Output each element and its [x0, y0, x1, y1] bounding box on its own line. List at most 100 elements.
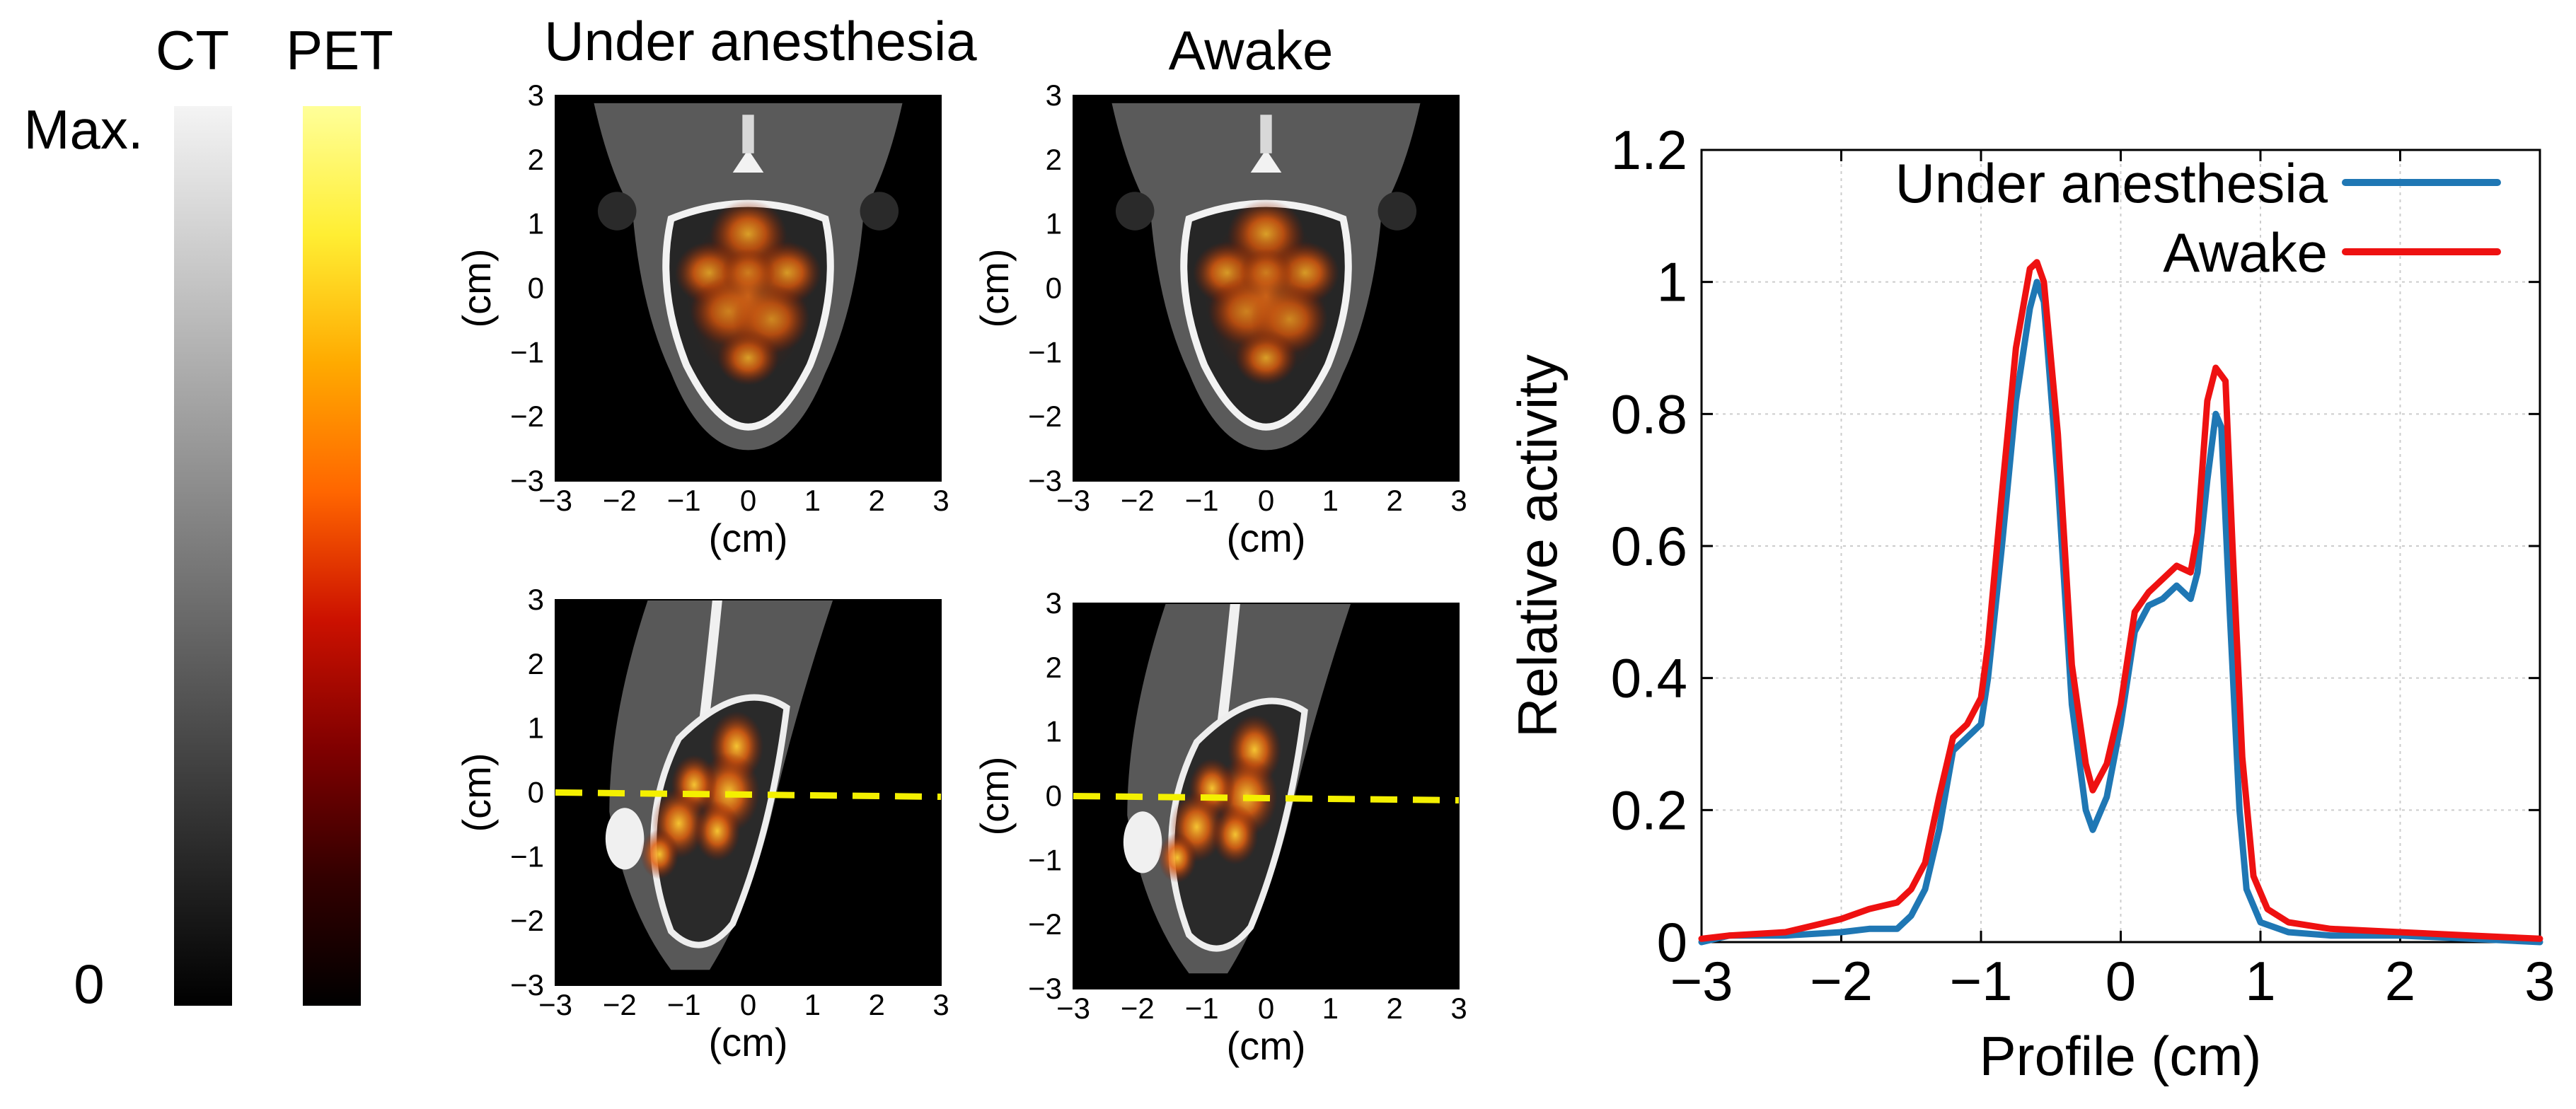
- x-tick-label: −3: [1056, 484, 1090, 517]
- y-tick-label: −2: [1028, 907, 1062, 941]
- y-tick-label: 1: [1657, 251, 1687, 313]
- y-axis-unit-label: (cm): [454, 753, 499, 832]
- y-tick-label: 3: [528, 583, 544, 616]
- y-tick-label: −1: [510, 335, 544, 368]
- legend-label: Under anesthesia: [1895, 152, 2328, 214]
- x-tick-label: −3: [1056, 992, 1090, 1025]
- pet-colorbar: [303, 106, 361, 1006]
- x-axis-label: Profile (cm): [1980, 1025, 2262, 1087]
- x-tick-label: 0: [1258, 484, 1274, 517]
- legend-label: Awake: [2163, 221, 2328, 284]
- x-tick-label: 0: [2106, 950, 2136, 1012]
- y-tick-label: −2: [510, 400, 544, 433]
- panel-coronal-awake: −3−3 −2 −2 −1 −1 0 0 1 1 2 2 3 3 (cm) (cm): [972, 79, 1467, 560]
- x-tick-label: 3: [1450, 992, 1467, 1025]
- y-tick-label: −1: [1028, 843, 1062, 876]
- y-axis-unit-label: (cm): [972, 757, 1017, 836]
- y-tick-label: 0.8: [1611, 383, 1687, 445]
- image-panels: −3−3−2−2−1−100112233(cm)(cm)−3−3−2−2−1−1…: [454, 79, 1467, 1068]
- x-tick-label: 1: [804, 988, 821, 1021]
- x-tick-label: 3: [2524, 950, 2555, 1012]
- y-tick-label: 1: [1046, 207, 1062, 240]
- ct-label: CT: [156, 19, 229, 81]
- x-tick-label: 0: [1258, 992, 1274, 1025]
- x-tick-label: 1: [1322, 484, 1339, 517]
- y-tick-label: 1: [1046, 715, 1062, 748]
- x-tick-label: −2: [1810, 950, 1873, 1012]
- x-tick-label: −1: [1185, 992, 1219, 1025]
- x-tick-label: −1: [1185, 484, 1219, 517]
- x-tick-label: 1: [1322, 992, 1339, 1025]
- y-tick-label: 0.4: [1611, 647, 1687, 709]
- x-tick-label: 2: [1386, 992, 1402, 1025]
- y-tick-label: 3: [1046, 586, 1062, 620]
- x-tick-label: −3: [538, 988, 572, 1021]
- pet-label: PET: [286, 19, 393, 81]
- series-lines: [1698, 259, 2543, 946]
- series-line-awake: [1698, 259, 2543, 942]
- x-tick-label: 1: [804, 484, 821, 517]
- y-tick-label: −1: [1028, 335, 1062, 368]
- y-tick-label: 0: [1046, 779, 1062, 813]
- y-ticks: 0 0.2 0.4 0.6 0.8 1 1.2: [1611, 119, 2540, 973]
- profile-chart: 0 0.2 0.4 0.6 0.8 1 1.2 −3 −2 −1 0 1 2 3 Relative ac…: [1506, 119, 2555, 1087]
- y-tick-label: −1: [510, 840, 544, 873]
- x-tick-label: −1: [667, 484, 701, 517]
- x-axis-unit-label: (cm): [709, 1020, 788, 1064]
- x-tick-label: 2: [1386, 484, 1402, 517]
- y-tick-label: 3: [528, 79, 544, 112]
- x-tick-label: 2: [2385, 950, 2415, 1012]
- x-axis-unit-label: (cm): [1227, 1023, 1306, 1068]
- series-line-under-anesthesia: [1698, 279, 2543, 946]
- col-title-anesthesia: Under anesthesia: [544, 10, 977, 72]
- legend: Under anesthesia Awake: [1895, 152, 2501, 284]
- y-tick-label: 1: [528, 207, 544, 240]
- x-tick-label: 3: [1450, 484, 1467, 517]
- zero-label: 0: [74, 953, 104, 1015]
- y-tick-label: 3: [1046, 79, 1062, 112]
- y-tick-label: 2: [1046, 651, 1062, 684]
- y-tick-label: −2: [510, 904, 544, 937]
- y-tick-label: 0.6: [1611, 515, 1687, 577]
- x-tick-label: −1: [667, 988, 701, 1021]
- x-tick-label: 1: [2245, 950, 2275, 1012]
- y-tick-label: −3: [510, 464, 544, 497]
- y-tick-label: 2: [1046, 143, 1062, 176]
- y-tick-label: −3: [1028, 464, 1062, 497]
- y-tick-label: 0: [1657, 911, 1687, 973]
- chart-grid: [1702, 150, 2540, 942]
- x-tick-label: 2: [868, 484, 884, 517]
- x-tick-label: 0: [740, 988, 756, 1021]
- y-tick-label: −2: [1028, 400, 1062, 433]
- x-tick-label: 2: [868, 988, 884, 1021]
- x-tick-label: −3: [1670, 950, 1733, 1012]
- profile-line: [555, 789, 942, 800]
- x-axis-unit-label: (cm): [709, 516, 788, 560]
- profile-line: [1073, 793, 1460, 803]
- panel-coronal-anesthesia: −3−3 −2 −2 −1 −1 0 0 1 1 2 2 3 3 (cm) (cm): [454, 79, 949, 560]
- x-tick-label: −2: [603, 484, 637, 517]
- x-tick-label: 3: [932, 988, 949, 1021]
- y-tick-label: 0.2: [1611, 779, 1687, 841]
- y-tick-label: 2: [528, 143, 544, 176]
- panel-sagittal-awake: −3−3 −2 −2 −1 −1 0 0 1 1 2 2 3 3 (cm) (cm): [972, 586, 1467, 1068]
- x-tick-label: 3: [932, 484, 949, 517]
- y-axis-label: Relative activity: [1506, 354, 1569, 738]
- y-tick-label: 1: [528, 712, 544, 745]
- y-tick-label: 1.2: [1611, 119, 1687, 181]
- y-tick-label: 0: [528, 272, 544, 305]
- x-axis-unit-label: (cm): [1227, 516, 1306, 560]
- x-tick-label: −2: [1121, 484, 1155, 517]
- y-axis-unit-label: (cm): [454, 249, 499, 328]
- col-title-awake: Awake: [1169, 19, 1334, 81]
- y-tick-label: 2: [528, 647, 544, 680]
- max-label: Max.: [23, 98, 143, 161]
- panel-sagittal-anesthesia: −3−3 −2 −2 −1 −1 0 0 1 1 2 2 3 3 (cm) (cm): [454, 583, 949, 1064]
- x-ticks: −3 −2 −1 0 1 2 3: [1670, 150, 2555, 1012]
- x-tick-label: −2: [1121, 992, 1155, 1025]
- x-tick-label: −2: [603, 988, 637, 1021]
- x-tick-label: −3: [538, 484, 572, 517]
- colorbars: CT PET Max. 0: [23, 19, 393, 1015]
- y-tick-label: 0: [1046, 272, 1062, 305]
